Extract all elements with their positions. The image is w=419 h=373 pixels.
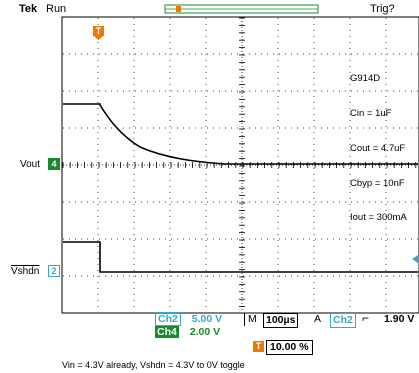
falling-edge-icon: ⌐	[362, 311, 370, 325]
trigger-time-marker: T	[93, 26, 104, 40]
ch4-name: Ch4	[155, 326, 179, 338]
trigger-level: 1.90 V	[384, 313, 415, 325]
trigger-source: Ch2	[330, 313, 356, 328]
vout-waveform	[63, 103, 418, 165]
vshdn-waveform	[63, 241, 418, 273]
ch2-readout: Ch2 5.00 V	[155, 312, 223, 326]
ch4-scale: 2.00 V	[189, 326, 221, 338]
ch4-marker: 4	[48, 158, 60, 170]
vout-label: Vout	[20, 159, 41, 170]
coupling-readout: M	[244, 313, 257, 326]
caption: Vin = 4.3V already, Vshdn = 4.3V to 0V t…	[62, 360, 245, 370]
annotation-line: Iout = 300mA	[350, 212, 407, 224]
trigger-mode: A	[314, 313, 322, 325]
ch4-readout: Ch4 2.00 V	[155, 326, 220, 339]
trigger-level-arrow	[412, 255, 418, 263]
trigger-t-icon: T	[253, 341, 264, 352]
annotation-line: G914D	[350, 73, 381, 85]
run-state: Run	[46, 3, 67, 15]
timebase-readout: 100µs	[263, 313, 299, 328]
ch2-marker: 2	[48, 265, 60, 277]
ch2-scale: 5.00 V	[191, 313, 223, 325]
svg-text:T: T	[96, 26, 102, 36]
brand-label: Tek	[19, 3, 37, 16]
trigger-status: Trig?	[370, 3, 395, 15]
annotation-line: Cbyp = 10nF	[350, 177, 405, 189]
annotation-line: Cin = 1uF	[350, 107, 392, 119]
graticule	[61, 16, 419, 314]
annotation-block: G914D Cin = 1uF Cout = 4.7uF Cbyp = 10nF…	[350, 50, 407, 236]
vshdn-label: Vshdn	[11, 266, 40, 277]
annotation-line: Cout = 4.7uF	[350, 142, 406, 154]
trigger-position-marker	[164, 4, 319, 14]
trigger-position: 10.00 %	[266, 340, 313, 355]
ch2-name: Ch2	[155, 312, 181, 326]
brand-text: Tek	[19, 3, 38, 15]
